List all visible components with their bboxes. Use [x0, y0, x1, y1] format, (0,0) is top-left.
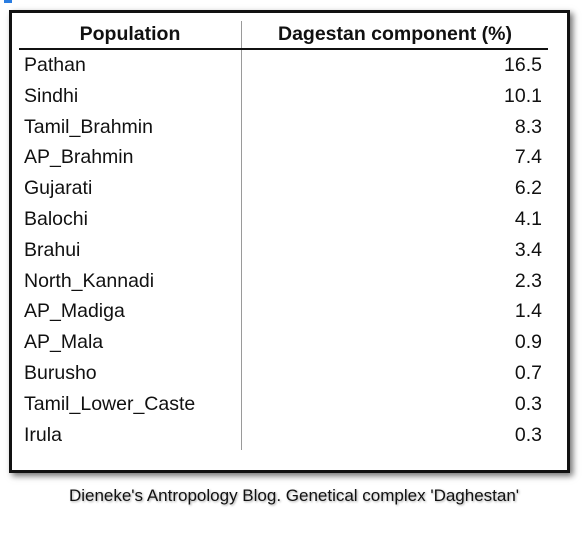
table-row: Irula 0.3 [19, 419, 548, 451]
population-name: North_Kannadi [19, 265, 242, 297]
dagestan-percent: 8.3 [514, 115, 542, 138]
dagestan-percent: 0.3 [514, 392, 542, 415]
table-row: Burusho 0.7 [19, 357, 548, 389]
table-row: Pathan 16.5 [19, 49, 548, 81]
source-caption: Dieneke's Antropology Blog. Genetical co… [68, 486, 520, 505]
table-row: Brahui 3.4 [19, 234, 548, 266]
population-header: Population [19, 21, 242, 50]
population-name: Irula [19, 419, 242, 451]
population-name: AP_Mala [19, 327, 242, 358]
table-row: AP_Madiga 1.4 [19, 296, 548, 328]
population-name: Tamil_Brahmin [19, 111, 242, 143]
table-row: Gujarati 6.2 [19, 173, 548, 204]
dagestan-percent: 6.2 [514, 177, 542, 200]
population-name: Gujarati [19, 173, 242, 204]
table-row: AP_Brahmin 7.4 [19, 142, 548, 174]
population-name: AP_Madiga [19, 296, 242, 328]
table-row: Tamil_Brahmin 8.3 [19, 111, 548, 143]
dagestan-percent: 1.4 [514, 300, 542, 323]
table-row: Tamil_Lower_Caste 0.3 [19, 388, 548, 420]
population-name: Pathan [19, 49, 242, 81]
table-row: North_Kannadi 2.3 [19, 265, 548, 297]
dagestan-percent: 16.5 [504, 54, 542, 76]
dagestan-percent: 0.7 [514, 361, 542, 384]
population-name: AP_Brahmin [19, 142, 242, 174]
dagestan-percent: 0.9 [514, 331, 542, 354]
population-name: Brahui [19, 234, 242, 266]
table-row: Sindhi 10.1 [19, 80, 548, 112]
dagestan-percent: 10.1 [504, 84, 542, 107]
dagestan-component-header: Dagestan component (%) [241, 21, 548, 50]
table-row: AP_Mala 0.9 [19, 327, 548, 358]
corner-mark [4, 0, 12, 3]
dagestan-percent: 4.1 [514, 207, 542, 230]
population-table: Population Dagestan component (%) Pathan… [19, 21, 548, 451]
table-row: Balochi 4.1 [19, 203, 548, 235]
population-name: Burusho [19, 357, 242, 389]
population-name: Sindhi [19, 80, 242, 112]
dagestan-percent: 2.3 [514, 269, 542, 292]
dagestan-percent: 7.4 [514, 146, 542, 169]
population-name: Tamil_Lower_Caste [19, 388, 242, 420]
population-name: Balochi [19, 203, 242, 235]
dagestan-percent: 0.3 [514, 423, 542, 446]
header-row: Population Dagestan component (%) [19, 21, 548, 50]
dagestan-percent: 3.4 [514, 238, 542, 261]
